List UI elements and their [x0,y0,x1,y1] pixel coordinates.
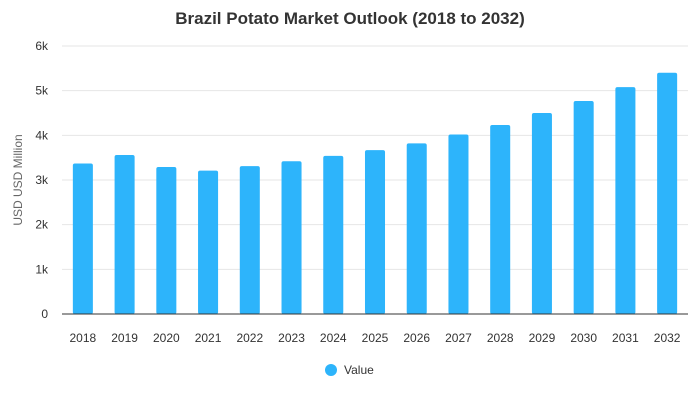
x-tick-label: 2027 [445,331,472,345]
x-tick-label: 2028 [487,331,514,345]
legend-label-value: Value [344,363,374,377]
x-tick-label: 2021 [195,331,222,345]
y-tick-label: 6k [35,39,49,53]
y-tick-label: 0 [41,307,48,321]
x-tick-label: 2026 [403,331,430,345]
bar-2024[interactable] [323,155,344,314]
y-tick-label: 3k [35,173,49,187]
y-tick-label: 4k [35,128,49,142]
bars [72,72,678,315]
x-tick-label: 2025 [362,331,389,345]
bar-2031[interactable] [615,87,636,315]
bar-2023[interactable] [281,161,302,314]
x-tick-label: 2023 [278,331,305,345]
bar-2030[interactable] [573,100,594,314]
x-tick-label: 2032 [654,331,681,345]
bar-2032[interactable] [657,72,678,314]
bar-2029[interactable] [531,113,552,314]
chart-title: Brazil Potato Market Outlook (2018 to 20… [175,9,525,28]
x-tick-label: 2018 [70,331,97,345]
bar-2020[interactable] [156,167,177,314]
bar-2025[interactable] [364,150,386,314]
x-tick-label: 2019 [111,331,138,345]
bar-2018[interactable] [72,163,93,314]
x-tick-label: 2020 [153,331,180,345]
x-tick-label: 2029 [529,331,556,345]
y-tick-label: 1k [35,262,49,276]
bar-2022[interactable] [239,166,260,314]
bar-2028[interactable] [490,125,511,314]
x-axis-ticks: 2018 2019 2020 2021 2022 2023 2024 2025 2026 2027… [70,331,681,345]
bar-2027[interactable] [448,134,469,314]
bar-2026[interactable] [406,143,427,314]
legend-swatch [325,364,337,376]
y-tick-label: 5k [35,84,49,98]
x-tick-label: 2030 [570,331,597,345]
y-axis-ticks: 0 1k 2k 3k 4k 5k 6k [35,39,49,321]
x-tick-label: 2031 [612,331,639,345]
x-tick-label: 2022 [236,331,263,345]
x-tick-label: 2024 [320,331,347,345]
y-axis-title: USD USD Million [11,134,25,225]
bar-2021[interactable] [198,170,219,314]
bar-2019[interactable] [114,154,135,314]
y-tick-label: 2k [35,218,49,232]
legend[interactable]: Value [325,363,374,377]
